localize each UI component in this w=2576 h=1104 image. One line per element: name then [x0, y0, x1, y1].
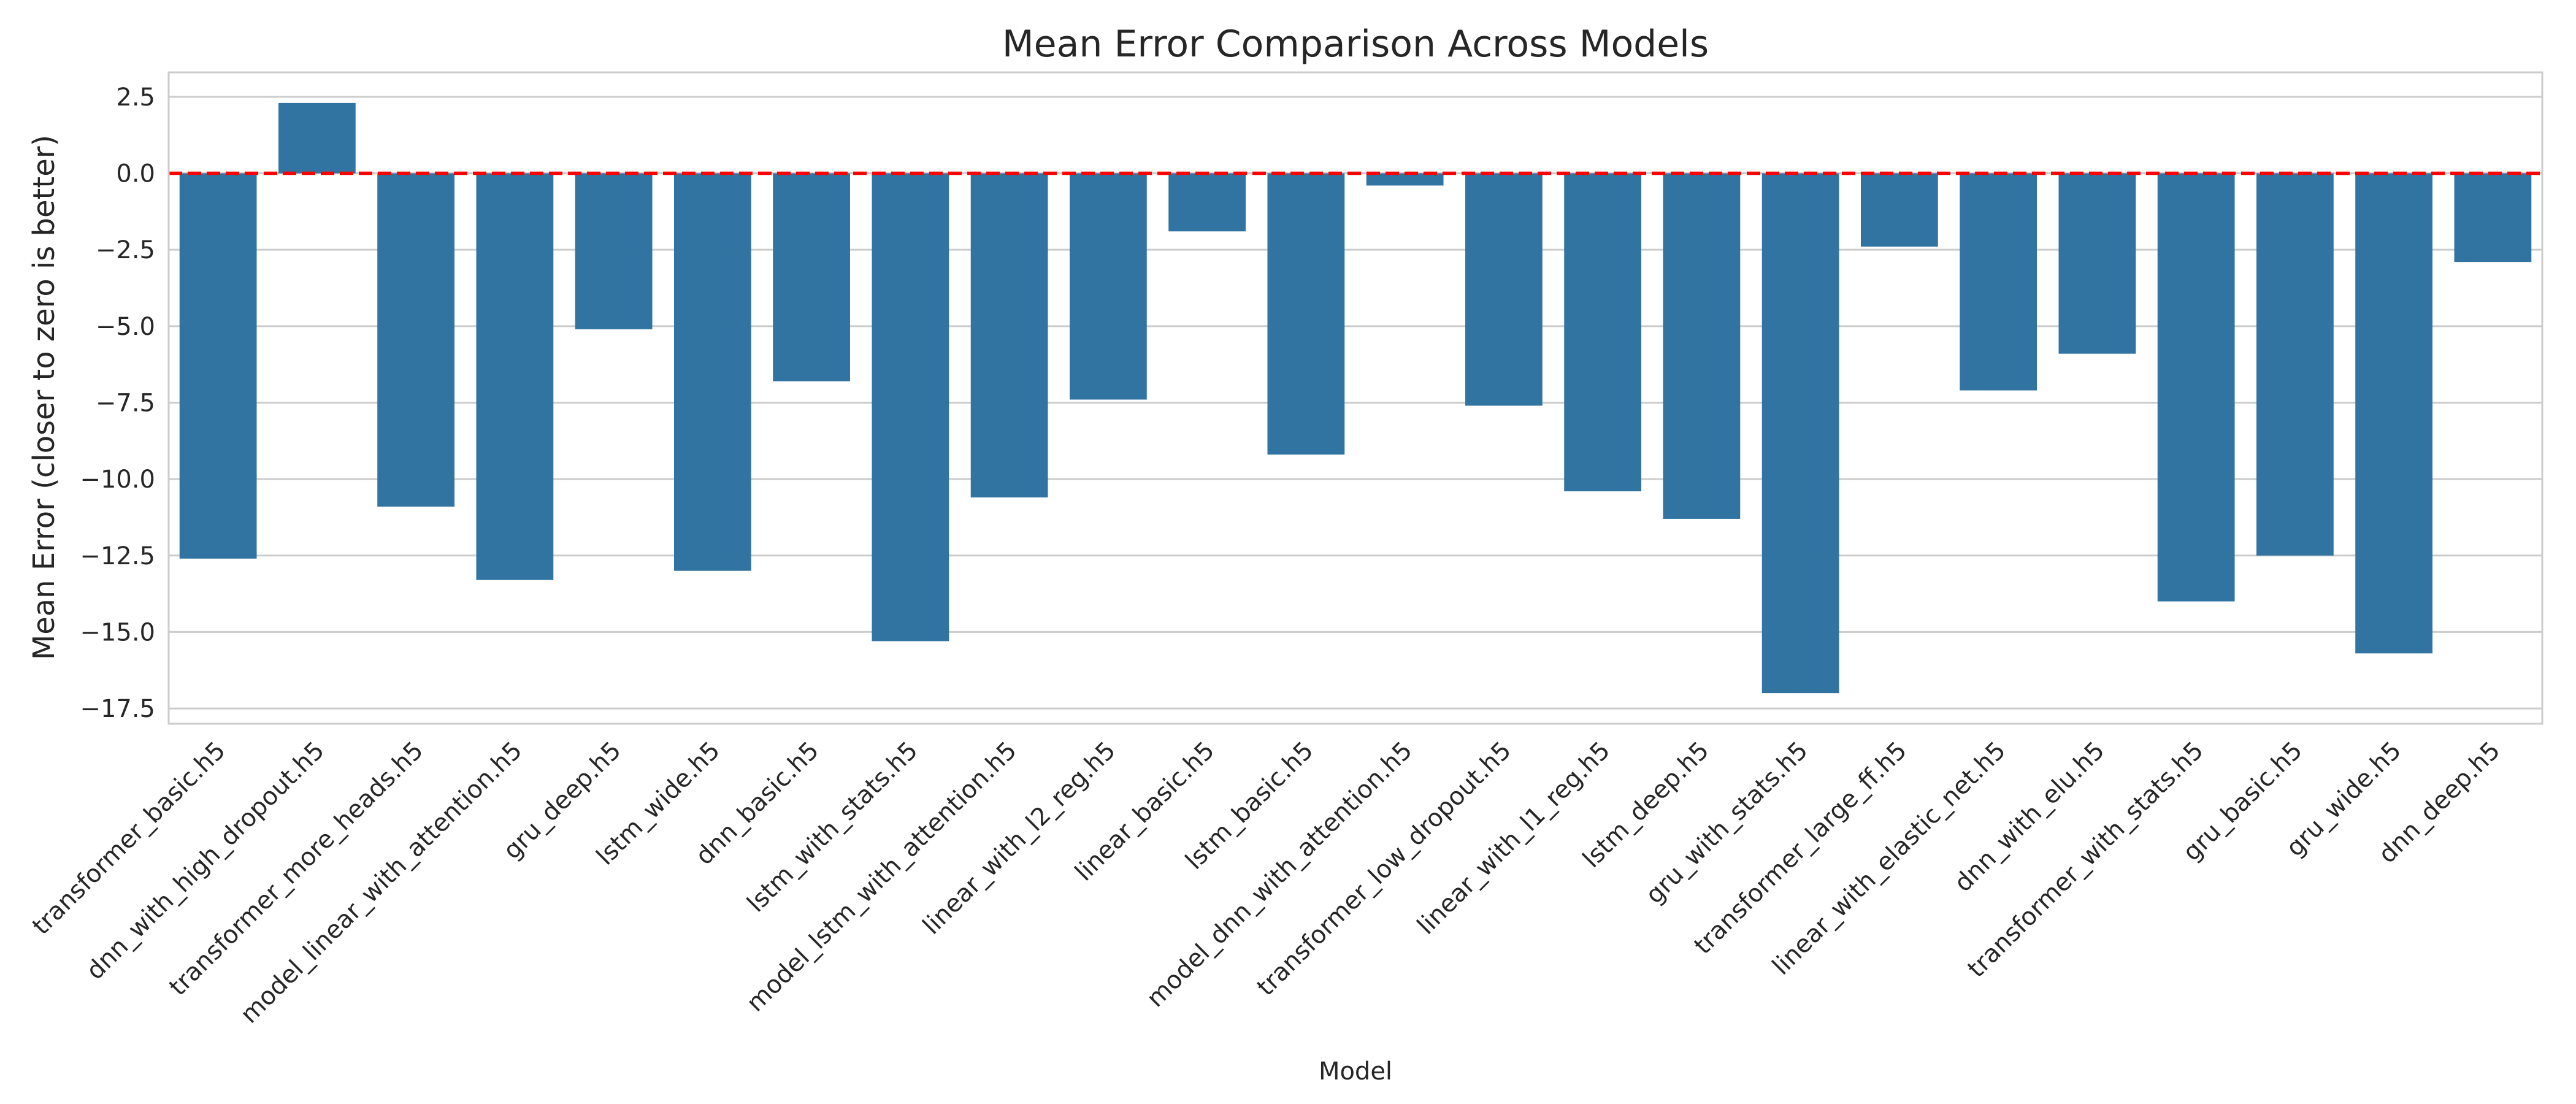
- bar: [2157, 173, 2235, 602]
- bar: [1663, 173, 1741, 519]
- y-tick-label: −7.5: [96, 389, 155, 417]
- bar: [970, 173, 1048, 498]
- x-tick-label: linear_with_l2_reg.h5: [918, 737, 1121, 940]
- y-tick-label: −15.0: [80, 618, 155, 646]
- x-axis-label: Model: [1319, 1057, 1392, 1086]
- x-tick-label: linear_with_l1_reg.h5: [1412, 737, 1616, 940]
- chart-title: Mean Error Comparison Across Models: [1002, 23, 1709, 66]
- bar: [1366, 173, 1444, 186]
- bar: [2058, 173, 2136, 354]
- bar: [1761, 173, 1839, 694]
- bar: [278, 102, 356, 174]
- y-tick-label: 2.5: [116, 83, 155, 112]
- bar: [773, 173, 851, 381]
- bar: [179, 173, 257, 559]
- y-tick-label: −12.5: [80, 542, 155, 570]
- bar: [2454, 173, 2532, 263]
- bar: [377, 173, 455, 507]
- y-tick-label: −10.0: [80, 466, 155, 494]
- y-axis-label: Mean Error (closer to zero is better): [27, 135, 61, 660]
- bar: [1168, 173, 1246, 232]
- bar: [1267, 173, 1345, 455]
- bar: [1069, 173, 1147, 400]
- bar: [575, 173, 653, 329]
- bar: [1960, 173, 2037, 391]
- x-tick-label: lstm_with_stats.h5: [742, 737, 923, 918]
- y-tick-label: −17.5: [80, 695, 155, 723]
- bar: [673, 173, 751, 571]
- y-tick-labels: 2.5 0.0 −2.5 −5.0 −7.5 −10.0 −12.5 −15.0 −17.5: [80, 83, 155, 723]
- y-tick-label: −5.0: [96, 313, 155, 341]
- bar: [476, 173, 554, 580]
- y-tick-label: −2.5: [96, 236, 155, 264]
- bar: [872, 173, 949, 642]
- bar: [2256, 173, 2334, 556]
- y-tick-label: 0.0: [116, 160, 155, 188]
- x-tick-label: transformer_basic.h5: [27, 737, 231, 941]
- grid-lines: [169, 96, 2542, 710]
- bar: [1465, 173, 1543, 406]
- x-tick-label: gru_with_stats.h5: [1640, 737, 1813, 910]
- plot-frame: [167, 71, 2543, 725]
- bar: [1564, 173, 1642, 492]
- bar: [2355, 173, 2433, 654]
- x-tick-labels: transformer_basic.h5dnn_with_high_dropou…: [27, 737, 2505, 1029]
- bar: [1860, 173, 1938, 247]
- bars: [179, 102, 2532, 694]
